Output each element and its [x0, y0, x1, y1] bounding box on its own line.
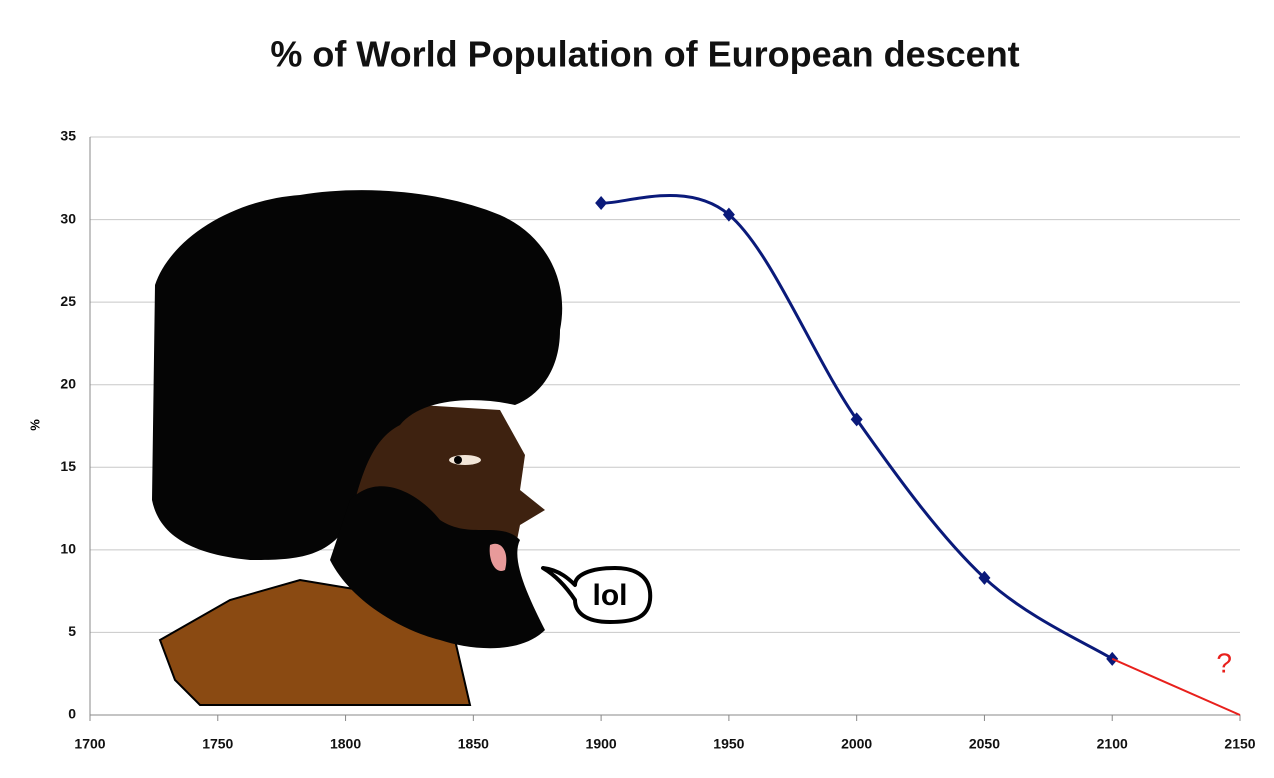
- speech-text: lol: [593, 579, 628, 612]
- x-tick-label: 1800: [330, 736, 361, 752]
- y-axis-label: %: [27, 419, 42, 431]
- hair: [152, 190, 563, 561]
- y-tick-label: 10: [60, 541, 76, 557]
- chart-title: % of World Population of European descen…: [270, 34, 1019, 75]
- series-line: [1111, 657, 1241, 716]
- x-tick-label: 2100: [1097, 736, 1128, 752]
- y-tick-label: 30: [60, 210, 76, 226]
- eye: [449, 455, 481, 465]
- data-point: [722, 207, 735, 222]
- data-point: [595, 196, 608, 211]
- annotation: ?: [1216, 648, 1232, 679]
- x-tick-label: 2050: [969, 736, 1000, 752]
- pupil: [454, 456, 462, 464]
- y-tick-label: 25: [60, 293, 76, 309]
- x-tick-label: 1900: [586, 736, 617, 752]
- y-tick-label: 5: [68, 623, 76, 639]
- plot-area: ?: [595, 194, 1241, 716]
- series-line: [600, 194, 1114, 661]
- meme-figure: lol: [152, 190, 653, 706]
- data-point: [978, 570, 991, 585]
- y-tick-label: 0: [68, 706, 76, 722]
- mouth: [489, 543, 507, 571]
- speech-bubble: [541, 566, 653, 624]
- x-tick-label: 1750: [202, 736, 233, 752]
- x-tick-label: 2000: [841, 736, 872, 752]
- x-tick-label: 1700: [74, 736, 105, 752]
- x-tick-label: 2150: [1224, 736, 1255, 752]
- y-tick-label: 15: [60, 458, 76, 474]
- y-tick-label: 20: [60, 375, 76, 391]
- beard: [330, 486, 545, 649]
- x-tick-label: 1850: [458, 736, 489, 752]
- x-tick-label: 1950: [713, 736, 744, 752]
- y-tick-label: 35: [60, 128, 76, 144]
- data-point: [850, 412, 863, 427]
